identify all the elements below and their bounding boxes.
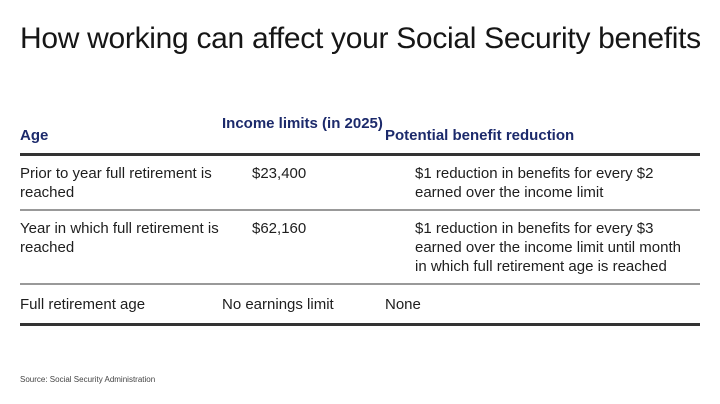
table-header: Age Income limits (in 2025) Potential be… <box>20 114 700 156</box>
header-benefit-reduction: Potential benefit reduction <box>385 127 575 144</box>
cell-income-limit: $62,160 <box>252 220 307 237</box>
cell-income-limit: No earnings limit <box>222 296 334 313</box>
table-row: Prior to year full retirement is reached… <box>20 156 700 211</box>
cell-income-limit: $23,400 <box>252 165 307 182</box>
source-note: Source: Social Security Administration <box>20 375 156 384</box>
cell-reduction: $1 reduction in benefits for every $2 ea… <box>415 165 654 201</box>
cell-reduction: $1 reduction in benefits for every $3 ea… <box>415 220 681 275</box>
cell-reduction: None <box>385 296 421 313</box>
benefits-table: Age Income limits (in 2025) Potential be… <box>20 114 700 326</box>
table-row: Year in which full retirement is reached… <box>20 211 700 285</box>
cell-age: Full retirement age <box>20 296 146 313</box>
table-row: Full retirement age No earnings limit No… <box>20 285 700 326</box>
header-age: Age <box>20 127 49 144</box>
cell-age: Prior to year full retirement is reached <box>20 165 212 201</box>
header-income-limits: Income limits (in 2025) <box>222 115 383 132</box>
cell-age: Year in which full retirement is reached <box>20 220 219 256</box>
page-title: How working can affect your Social Secur… <box>20 22 701 55</box>
